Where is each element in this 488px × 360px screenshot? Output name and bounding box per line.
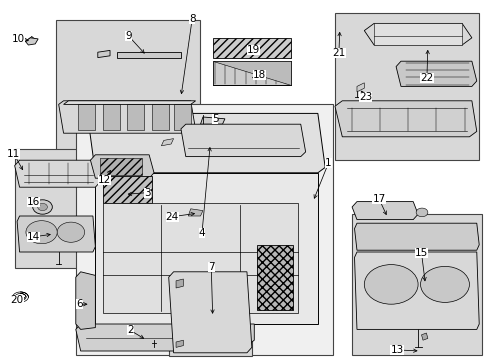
Circle shape xyxy=(57,222,84,242)
Text: 15: 15 xyxy=(414,248,427,258)
Polygon shape xyxy=(176,279,183,288)
Bar xyxy=(102,176,151,203)
Polygon shape xyxy=(127,104,144,130)
Polygon shape xyxy=(334,101,476,137)
Polygon shape xyxy=(151,104,168,130)
Polygon shape xyxy=(395,61,476,86)
Polygon shape xyxy=(15,160,100,187)
Polygon shape xyxy=(88,113,325,173)
Text: 7: 7 xyxy=(207,262,214,272)
Bar xyxy=(212,61,290,85)
Bar xyxy=(351,214,481,355)
Polygon shape xyxy=(364,23,471,45)
Polygon shape xyxy=(351,202,417,220)
Text: 14: 14 xyxy=(26,232,40,242)
Polygon shape xyxy=(421,333,427,340)
Text: 17: 17 xyxy=(371,194,385,204)
Polygon shape xyxy=(90,155,154,178)
Circle shape xyxy=(33,200,52,214)
Polygon shape xyxy=(102,104,120,130)
Polygon shape xyxy=(63,101,195,104)
Bar xyxy=(56,20,200,157)
Text: 24: 24 xyxy=(165,212,179,222)
Text: 11: 11 xyxy=(7,149,20,159)
Polygon shape xyxy=(168,272,251,353)
Text: 9: 9 xyxy=(125,31,132,41)
Bar xyxy=(168,265,251,356)
Text: 21: 21 xyxy=(331,48,345,58)
Polygon shape xyxy=(102,203,298,313)
Bar xyxy=(100,158,142,175)
Text: 23: 23 xyxy=(358,92,372,102)
Polygon shape xyxy=(373,23,461,45)
Polygon shape xyxy=(161,139,173,146)
Polygon shape xyxy=(188,209,203,216)
Text: 18: 18 xyxy=(252,70,265,80)
Text: 10: 10 xyxy=(12,33,25,44)
Text: 3: 3 xyxy=(144,188,151,198)
Polygon shape xyxy=(76,324,254,351)
Circle shape xyxy=(415,208,427,217)
Polygon shape xyxy=(78,104,95,130)
Circle shape xyxy=(420,266,468,302)
Bar xyxy=(256,245,293,310)
Text: 22: 22 xyxy=(419,73,433,83)
Text: 16: 16 xyxy=(26,197,40,207)
Circle shape xyxy=(38,203,47,211)
Polygon shape xyxy=(354,252,478,329)
Polygon shape xyxy=(176,340,183,347)
Text: 6: 6 xyxy=(76,299,83,309)
Bar xyxy=(212,38,290,58)
Polygon shape xyxy=(98,50,110,58)
Text: 19: 19 xyxy=(246,45,260,55)
Polygon shape xyxy=(76,272,95,329)
Circle shape xyxy=(26,221,57,244)
Polygon shape xyxy=(356,83,364,92)
Polygon shape xyxy=(173,104,190,130)
Text: 5: 5 xyxy=(211,114,218,124)
Bar xyxy=(334,13,478,160)
Circle shape xyxy=(364,265,417,304)
Polygon shape xyxy=(181,124,305,157)
Text: 20: 20 xyxy=(11,294,23,305)
Text: 8: 8 xyxy=(188,14,195,24)
Text: 13: 13 xyxy=(389,345,403,355)
Polygon shape xyxy=(17,216,95,252)
Text: 4: 4 xyxy=(198,228,205,238)
Polygon shape xyxy=(59,101,195,133)
Bar xyxy=(15,149,107,268)
Text: 12: 12 xyxy=(97,175,111,185)
Polygon shape xyxy=(354,223,478,250)
Text: 2: 2 xyxy=(127,325,134,336)
Polygon shape xyxy=(117,52,181,58)
Polygon shape xyxy=(212,61,290,85)
Text: 1: 1 xyxy=(325,158,331,168)
Bar xyxy=(76,104,332,355)
Polygon shape xyxy=(200,117,224,124)
Polygon shape xyxy=(25,38,38,45)
Polygon shape xyxy=(95,173,317,324)
